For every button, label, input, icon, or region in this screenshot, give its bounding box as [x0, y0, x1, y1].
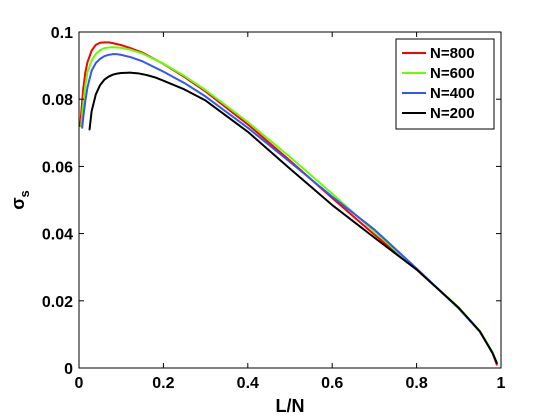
series-lines [79, 41, 498, 366]
tick-labels: 0 0.2 0.4 0.6 0.8 1 0 0.02 0.04 0.06 0.08 0.1 [42, 25, 506, 392]
y-axis-label-main: σ [8, 197, 28, 209]
y-tick-label: 0.06 [42, 159, 73, 176]
legend-label-n-800: N=800 [430, 45, 475, 62]
plot-frame [78, 31, 502, 369]
x-tick-label: 1 [497, 375, 506, 392]
legend-label-n-400: N=400 [430, 85, 475, 102]
y-axis-label-subscript: s [17, 190, 32, 197]
axis-ticks [78, 31, 502, 369]
legend-label-n-600: N=600 [430, 65, 475, 82]
legend: N=800 N=600 N=400 N=200 [395, 38, 495, 130]
legend-label-n-200: N=200 [430, 105, 475, 122]
x-axis-label: L/N [276, 396, 305, 416]
y-tick-label: 0 [64, 361, 73, 378]
y-axis-label: σs [8, 190, 32, 210]
y-tick-label: 0.1 [51, 25, 73, 42]
y-tick-label: 0.08 [42, 92, 73, 109]
series-line-n-200 [88, 71, 498, 364]
series-line-n-400 [81, 53, 498, 364]
x-tick-label: 0.4 [237, 375, 259, 392]
y-tick-label: 0.04 [42, 227, 73, 244]
y-tick-label: 0.02 [42, 294, 73, 311]
x-tick-label: 0 [75, 375, 84, 392]
x-tick-label: 0.8 [405, 375, 427, 392]
x-tick-label: 0.2 [152, 375, 174, 392]
x-tick-label: 0.6 [321, 375, 343, 392]
